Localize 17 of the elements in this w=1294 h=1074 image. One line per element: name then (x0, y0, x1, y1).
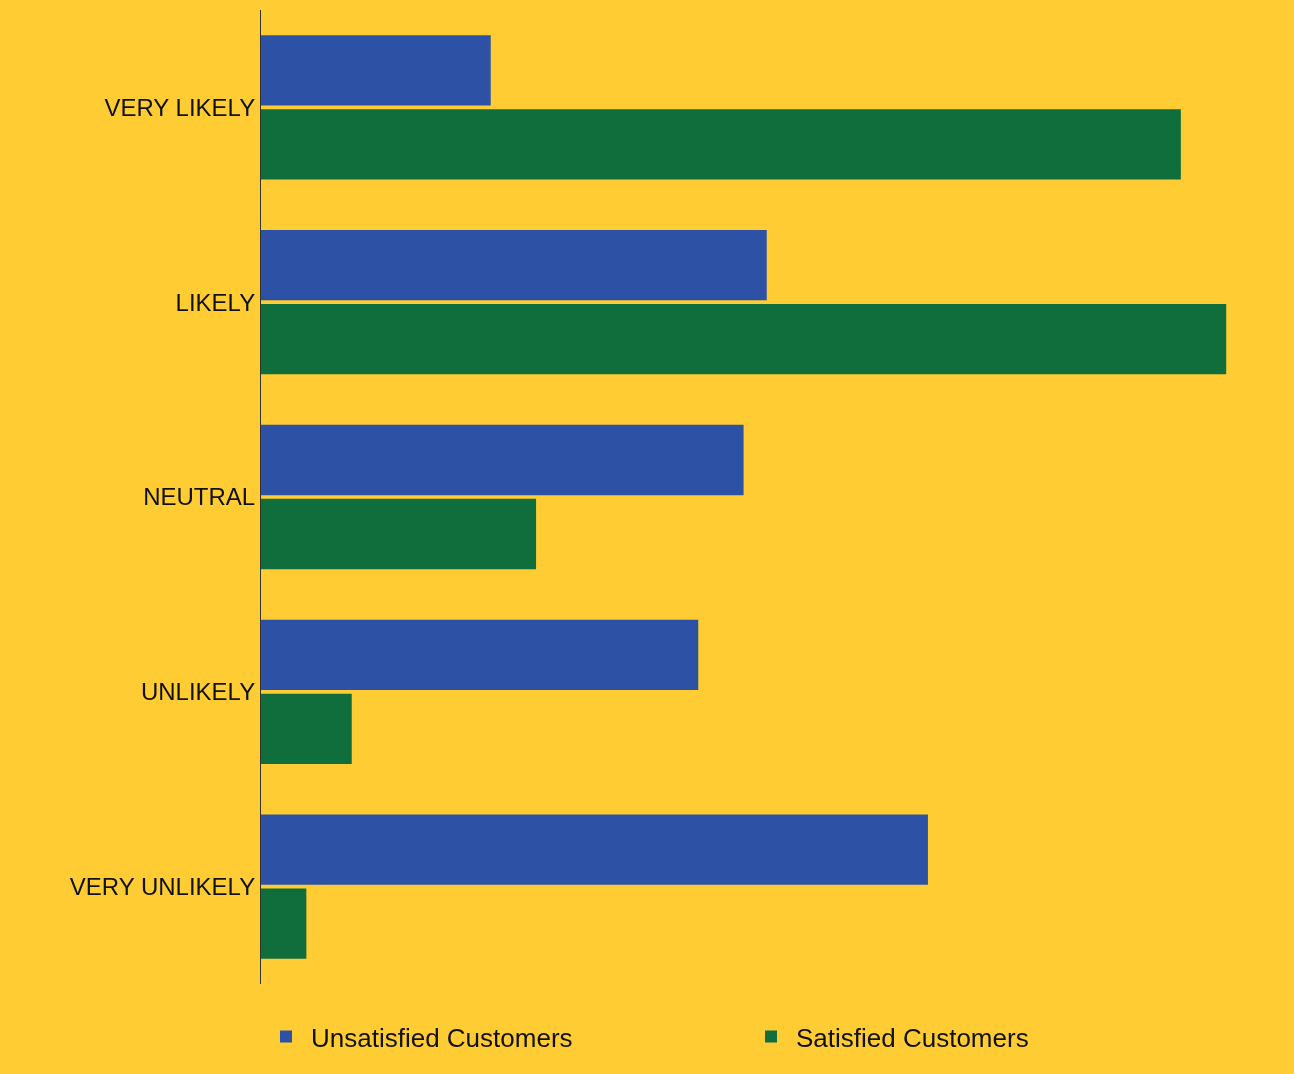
bar (261, 424, 744, 496)
bar (261, 35, 491, 106)
bar (261, 619, 699, 690)
bar (261, 498, 537, 570)
bar (261, 888, 307, 959)
bar (261, 230, 767, 301)
bar (261, 693, 352, 764)
bar (261, 304, 1227, 375)
legend-label: Unsatisfied Customers (311, 1022, 573, 1053)
y-tick-label: NEUTRAL (143, 483, 256, 511)
y-tick-label: VERY LIKELY (104, 93, 256, 121)
y-tick-label: VERY UNLIKELY (69, 873, 256, 900)
y-tick-label: LIKELY (175, 288, 256, 316)
bar (261, 814, 928, 885)
y-tick-label: UNLIKELY (140, 678, 256, 706)
legend-label: Satisfied Customers (796, 1022, 1029, 1053)
bar (261, 109, 1181, 180)
